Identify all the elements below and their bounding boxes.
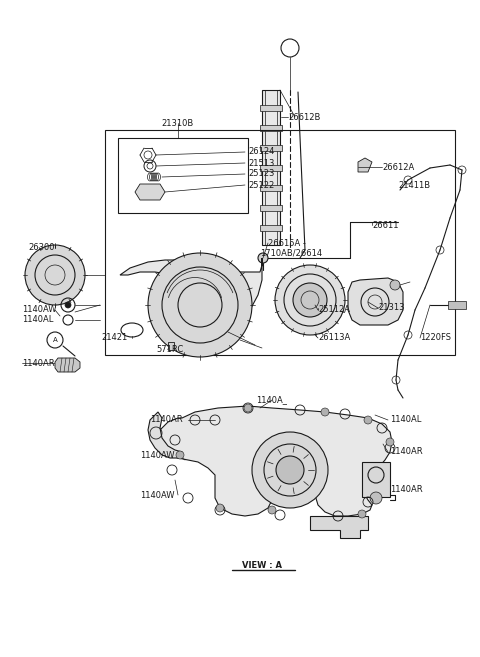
Bar xyxy=(260,205,282,211)
Text: 1140A_: 1140A_ xyxy=(256,396,288,405)
Circle shape xyxy=(25,245,85,305)
Polygon shape xyxy=(358,158,372,172)
Text: 571RC: 571RC xyxy=(156,346,184,355)
Bar xyxy=(260,125,282,131)
Text: 1140AR: 1140AR xyxy=(390,486,422,495)
Text: 26615A -: 26615A - xyxy=(268,238,306,248)
Bar xyxy=(260,165,282,171)
Bar xyxy=(362,462,390,497)
Text: 21513: 21513 xyxy=(248,158,275,168)
Polygon shape xyxy=(310,516,368,538)
Polygon shape xyxy=(55,358,80,372)
Text: VIEW : A: VIEW : A xyxy=(242,560,282,570)
Text: 26113A: 26113A xyxy=(318,334,350,342)
Text: 21310B: 21310B xyxy=(162,118,194,127)
Polygon shape xyxy=(148,412,182,458)
Text: 1140AR: 1140AR xyxy=(22,359,55,367)
Circle shape xyxy=(176,451,184,459)
Circle shape xyxy=(268,506,276,514)
Text: 1140AW: 1140AW xyxy=(22,306,57,315)
Circle shape xyxy=(370,492,382,504)
Text: A: A xyxy=(53,337,58,343)
Text: 26124: 26124 xyxy=(248,148,275,156)
Bar xyxy=(260,225,282,231)
Circle shape xyxy=(390,280,400,290)
Polygon shape xyxy=(135,184,165,200)
Text: 21421: 21421 xyxy=(102,334,128,342)
Polygon shape xyxy=(348,278,403,325)
Text: 26611: 26611 xyxy=(372,221,398,229)
Bar xyxy=(105,130,455,355)
Circle shape xyxy=(258,253,268,263)
Text: 1140AR: 1140AR xyxy=(150,415,182,424)
Circle shape xyxy=(148,253,252,357)
Circle shape xyxy=(276,456,304,484)
Bar xyxy=(448,301,466,309)
Text: 25122: 25122 xyxy=(248,181,274,189)
Circle shape xyxy=(364,416,372,424)
Text: 1140AW: 1140AW xyxy=(140,451,175,459)
Text: 25112A: 25112A xyxy=(318,306,350,315)
Text: 1220FS: 1220FS xyxy=(420,334,451,342)
Circle shape xyxy=(65,302,71,308)
Circle shape xyxy=(275,265,345,335)
Text: 21313: 21313 xyxy=(378,304,405,313)
Text: 1140AL: 1140AL xyxy=(390,415,421,424)
Text: 25123: 25123 xyxy=(248,170,275,179)
Polygon shape xyxy=(158,406,392,516)
Text: 1140AW: 1140AW xyxy=(140,491,175,499)
Bar xyxy=(118,138,248,213)
Text: 1140AL: 1140AL xyxy=(22,315,53,325)
Text: 26612B: 26612B xyxy=(288,112,320,122)
Circle shape xyxy=(358,510,366,518)
Text: 21411B: 21411B xyxy=(398,181,430,189)
Bar xyxy=(262,90,280,245)
Bar xyxy=(260,105,282,111)
Circle shape xyxy=(252,432,328,508)
Circle shape xyxy=(321,408,329,416)
Text: 26300: 26300 xyxy=(29,244,55,252)
Circle shape xyxy=(293,283,327,317)
Bar xyxy=(260,145,282,151)
Bar xyxy=(260,185,282,191)
Bar xyxy=(168,342,174,350)
Text: 1710AB/26614: 1710AB/26614 xyxy=(260,248,322,258)
Polygon shape xyxy=(120,258,262,352)
Text: 1140AR: 1140AR xyxy=(390,447,422,457)
Circle shape xyxy=(386,438,394,446)
Circle shape xyxy=(244,404,252,412)
Circle shape xyxy=(216,504,224,512)
Text: 26612A: 26612A xyxy=(382,162,414,171)
